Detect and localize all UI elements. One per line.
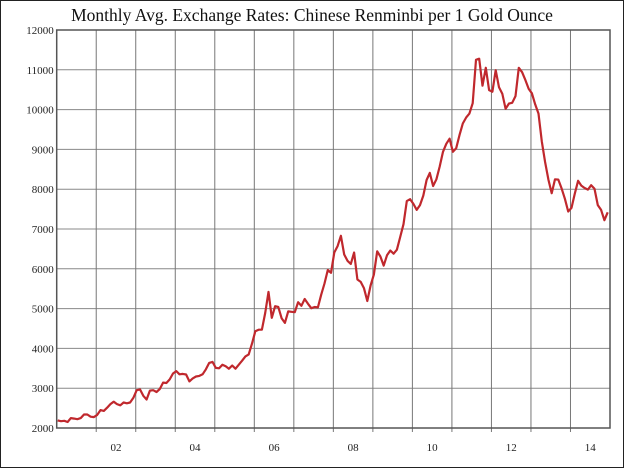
x-axis-ticks: 02 04 06 08 10 12 14	[110, 442, 596, 454]
y-tick-label: 10000	[26, 105, 54, 117]
y-tick-label: 5000	[32, 304, 55, 316]
y-tick-label: 3000	[32, 383, 55, 395]
x-tick-label: 14	[585, 442, 597, 454]
series-line	[57, 57, 609, 424]
y-tick-label: 8000	[32, 184, 55, 196]
y-tick-label: 7000	[32, 224, 55, 236]
grid	[56, 29, 610, 432]
y-tick-label: 12000	[26, 25, 54, 37]
y-tick-label: 2000	[32, 423, 55, 435]
y-tick-label: 9000	[32, 144, 55, 156]
x-tick-label: 06	[269, 442, 281, 454]
chart-title: Monthly Avg. Exchange Rates: Chinese Ren…	[71, 5, 553, 25]
y-tick-label: 4000	[32, 343, 55, 355]
y-tick-label: 6000	[32, 264, 55, 276]
y-tick-label: 11000	[27, 65, 55, 77]
x-tick-label: 08	[348, 442, 360, 454]
x-tick-label: 02	[110, 442, 121, 454]
y-axis-ticks: 2000 3000 4000 5000 6000 7000 8000 9000 10000 110…	[26, 25, 54, 435]
x-tick-label: 12	[506, 442, 517, 454]
x-tick-label: 04	[190, 442, 202, 454]
x-tick-label: 10	[427, 442, 439, 454]
plot-area-border	[55, 29, 611, 429]
